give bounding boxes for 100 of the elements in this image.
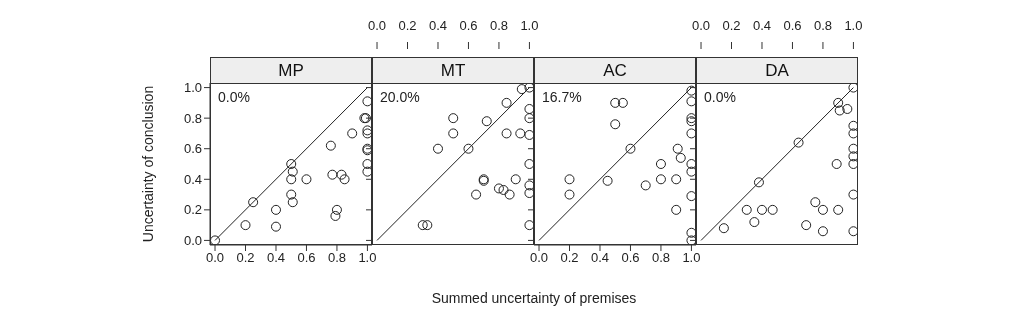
x-tick-label: 1.0 (682, 250, 701, 266)
point (448, 128, 459, 139)
point (842, 103, 853, 114)
point (248, 197, 259, 208)
point (471, 189, 482, 200)
point (753, 177, 764, 188)
point (671, 204, 682, 215)
point (817, 204, 828, 215)
point (286, 174, 297, 185)
point (286, 189, 297, 200)
point (339, 174, 350, 185)
point (286, 159, 297, 169)
point (749, 217, 760, 228)
point (718, 223, 729, 234)
x-tick-label: 0.0 (691, 18, 711, 33)
chart-title: AC (534, 57, 696, 84)
point (448, 113, 459, 124)
x-tick-label: 0.0 (205, 250, 225, 266)
point (417, 220, 428, 231)
chart-title: DA (696, 57, 858, 84)
point (671, 174, 682, 185)
point (834, 105, 845, 116)
chart-title: MT (372, 57, 534, 84)
point (493, 183, 504, 194)
point (270, 221, 281, 232)
x-tick-label: 0.6 (297, 250, 316, 266)
point (675, 152, 686, 163)
x-axis-title: Summed uncertainty of premises (430, 290, 638, 306)
point (301, 174, 312, 185)
x-tick-label: 0.6 (621, 250, 640, 266)
x-tick-label: 0.2 (560, 250, 579, 266)
point (270, 204, 281, 215)
x-tick-label: 0.6 (783, 18, 802, 33)
point (330, 210, 341, 221)
point (564, 189, 575, 200)
point (287, 197, 298, 208)
y-tick-label: 0.6 (183, 141, 202, 157)
point (793, 137, 804, 148)
point (498, 184, 509, 195)
point (516, 84, 527, 95)
point (610, 97, 621, 108)
point (481, 116, 492, 127)
point (756, 204, 767, 215)
x-tick-label: 0.6 (459, 18, 478, 33)
x-tick-label: 1.0 (358, 250, 377, 266)
chart-title: MP (210, 57, 372, 84)
x-tick-label: 0.4 (428, 18, 448, 33)
y-tick-label: 0.8 (183, 110, 202, 126)
point (833, 204, 844, 215)
point (325, 140, 336, 151)
point (515, 128, 526, 139)
x-tick-label: 0.2 (236, 250, 255, 266)
point (767, 204, 778, 215)
point (817, 226, 828, 237)
point (655, 159, 666, 169)
point (741, 204, 752, 215)
point (331, 204, 342, 215)
point (610, 119, 621, 130)
point (801, 220, 812, 231)
y-tick-label: 0.4 (183, 171, 202, 187)
point (625, 143, 636, 154)
point (463, 143, 474, 154)
x-tick-label: 0.2 (398, 18, 417, 33)
x-tick-label: 0.0 (529, 250, 549, 266)
point (510, 174, 521, 185)
point (240, 220, 251, 231)
x-tick-label: 0.4 (752, 18, 772, 33)
y-tick-label: 0.2 (183, 202, 202, 218)
point (833, 97, 844, 108)
point (602, 175, 613, 186)
x-tick-label: 0.8 (327, 250, 346, 266)
point (672, 143, 683, 154)
x-tick-label: 0.0 (367, 18, 387, 33)
point (831, 159, 842, 169)
y-tick-label: 0.0 (183, 233, 202, 249)
point (210, 235, 221, 245)
annotation: 16.7% (542, 89, 582, 105)
x-tick-label: 0.8 (651, 250, 670, 266)
x-tick-label: 0.4 (266, 250, 286, 266)
point (617, 97, 628, 108)
point (501, 97, 512, 108)
point (287, 166, 298, 177)
point (501, 128, 512, 139)
point (640, 180, 651, 191)
x-tick-label: 1.0 (844, 18, 863, 33)
point (504, 189, 515, 200)
point (810, 197, 821, 208)
annotation: 0.0% (218, 89, 250, 105)
annotation: 20.0% (380, 89, 420, 105)
y-tick-label: 1.0 (183, 80, 202, 96)
annotation: 0.0% (704, 89, 736, 105)
x-tick-label: 0.2 (722, 18, 741, 33)
y-axis-title: Uncertainty of conclusion (139, 84, 157, 245)
point (347, 128, 358, 139)
x-tick-label: 1.0 (520, 18, 539, 33)
x-tick-label: 0.4 (590, 250, 610, 266)
point (655, 174, 666, 185)
x-tick-label: 0.8 (813, 18, 832, 33)
point (422, 220, 433, 231)
point (327, 169, 338, 180)
